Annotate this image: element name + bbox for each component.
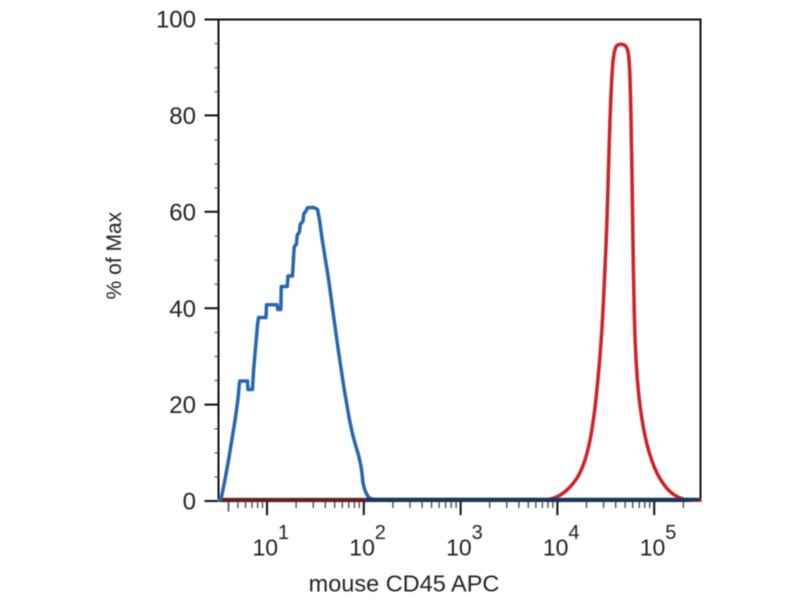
svg-text:0: 0 — [183, 489, 196, 516]
svg-text:100: 100 — [156, 6, 196, 33]
svg-text:1: 1 — [278, 522, 289, 544]
svg-text:20: 20 — [169, 392, 196, 419]
svg-text:60: 60 — [169, 199, 196, 226]
svg-text:% of Max: % of Max — [103, 211, 126, 299]
svg-text:2: 2 — [375, 522, 386, 544]
svg-text:5: 5 — [665, 522, 676, 544]
svg-text:3: 3 — [472, 522, 483, 544]
svg-text:10: 10 — [543, 535, 569, 561]
svg-text:4: 4 — [568, 522, 579, 544]
svg-text:10: 10 — [253, 535, 279, 561]
svg-text:10: 10 — [640, 535, 666, 561]
svg-text:80: 80 — [169, 103, 196, 130]
svg-text:10: 10 — [446, 535, 472, 561]
svg-text:mouse CD45 APC: mouse CD45 APC — [309, 571, 500, 597]
svg-text:10: 10 — [349, 535, 375, 561]
svg-text:40: 40 — [169, 296, 196, 323]
